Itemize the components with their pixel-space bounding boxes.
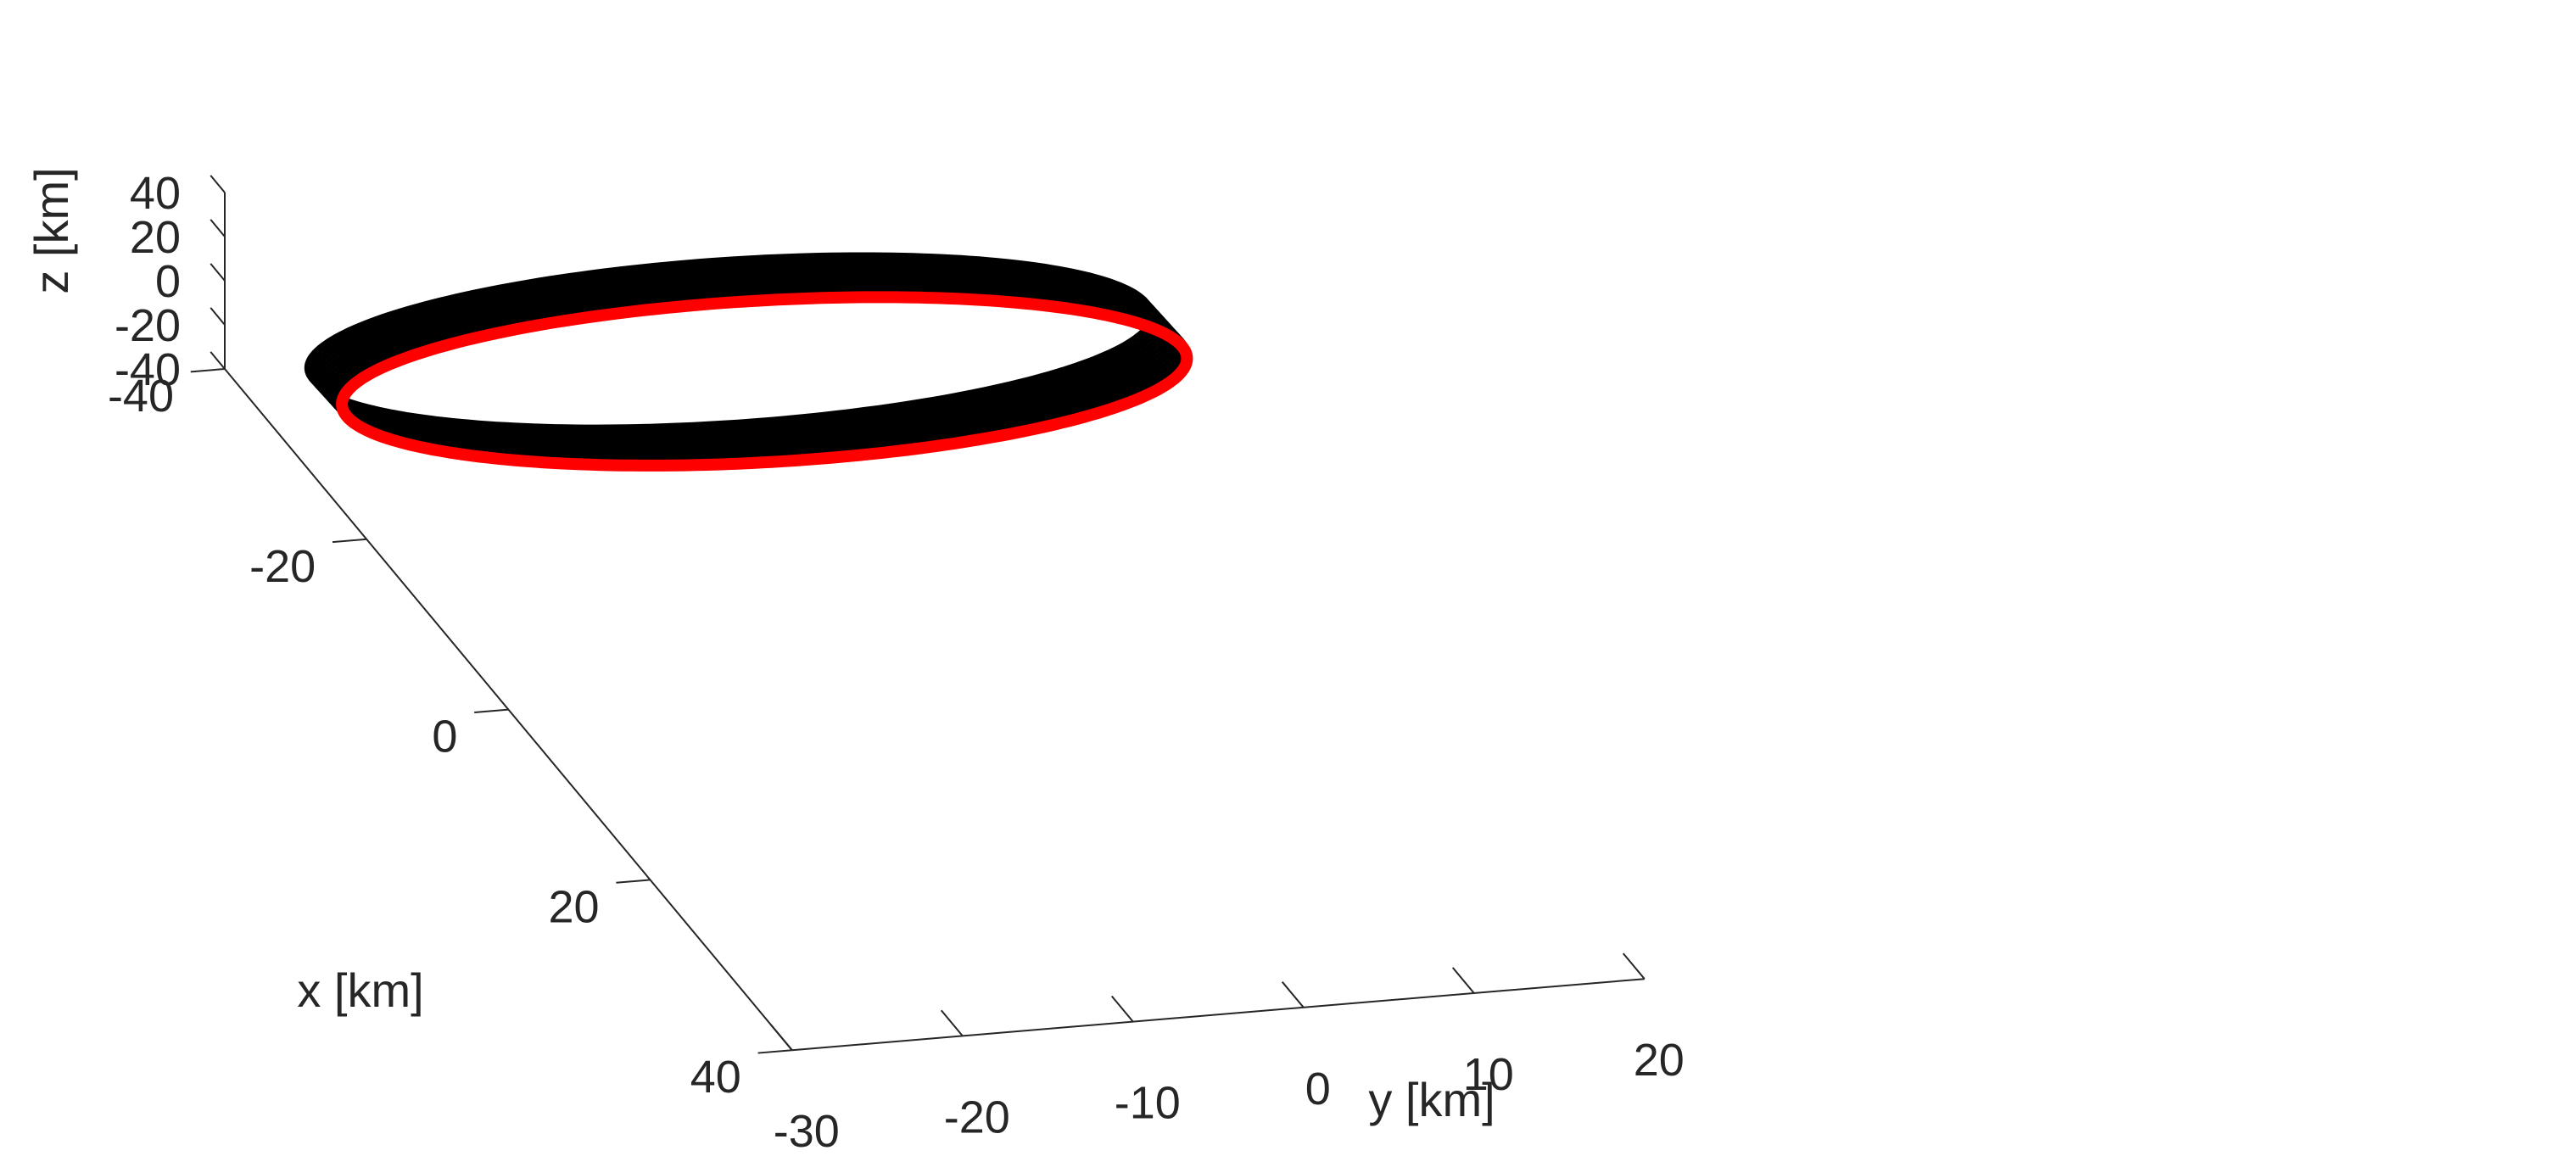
x-axis-label: x [km]	[297, 963, 423, 1017]
z-tick-label: -20	[115, 300, 181, 351]
y-tick	[940, 1009, 964, 1037]
x-tick	[616, 879, 651, 884]
z-tick	[210, 351, 226, 370]
y-axis-line	[791, 978, 1645, 1052]
black-orbit-line	[315, 264, 1165, 441]
z-tick-label: -40	[115, 344, 181, 395]
black-orbit-line	[317, 267, 1168, 444]
y-tick-label: 10	[1463, 1049, 1514, 1100]
black-orbit-line	[328, 279, 1179, 456]
y-tick-label: -10	[1115, 1078, 1181, 1129]
x-tick	[474, 708, 509, 713]
y-tick-label: -20	[944, 1092, 1010, 1142]
y-tick-label: 0	[1305, 1064, 1331, 1114]
y-axis-label: y [km]	[1368, 1073, 1495, 1126]
y-tick	[1110, 995, 1134, 1023]
y-tick	[1281, 981, 1305, 1008]
black-orbit-line	[310, 258, 1159, 435]
z-tick	[210, 307, 226, 326]
y-tick	[769, 1024, 793, 1051]
z-tick-label: 40	[130, 168, 181, 219]
y-tick	[1622, 952, 1646, 980]
x-tick	[190, 368, 226, 373]
black-orbit-line	[306, 255, 1157, 433]
x-tick	[757, 1049, 792, 1054]
y-tick	[1451, 967, 1475, 994]
z-axis-label: z [km]	[25, 167, 78, 293]
z-tick-label: 0	[155, 256, 181, 307]
z-tick	[210, 175, 226, 193]
series-red-trajectory	[336, 291, 1193, 472]
black-orbit-line	[326, 276, 1176, 453]
black-orbit-line	[304, 252, 1154, 429]
x-tick-label: -40	[108, 371, 174, 422]
x-tick-label: 40	[690, 1052, 741, 1103]
black-orbit-line	[321, 270, 1171, 447]
black-orbit-line	[323, 273, 1173, 450]
z-tick-label: 20	[130, 212, 181, 263]
red-orbit-line	[336, 291, 1193, 472]
x-tick-label: -20	[249, 541, 316, 592]
black-orbit-line	[312, 261, 1162, 438]
series-black-trajectory	[304, 252, 1189, 468]
x-tick-label: 0	[432, 712, 457, 762]
x-tick	[332, 538, 367, 544]
z-tick	[210, 219, 226, 237]
z-tick	[210, 263, 226, 282]
y-tick-label: 20	[1634, 1035, 1685, 1086]
x-tick-label: 20	[549, 881, 600, 932]
y-tick-label: -30	[774, 1106, 840, 1156]
